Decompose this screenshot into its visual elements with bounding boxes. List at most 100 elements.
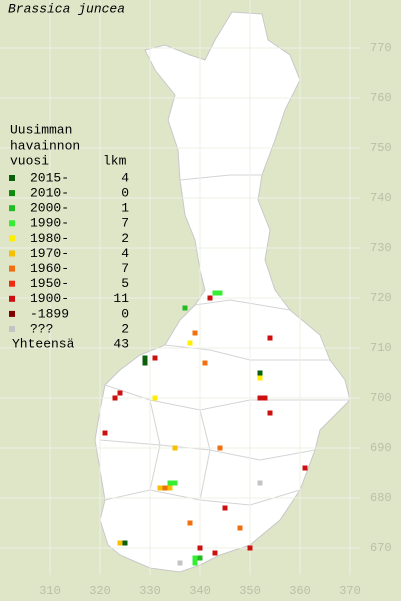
observation: [182, 305, 188, 311]
observation: [302, 465, 308, 471]
y-tick-label: 750: [370, 141, 392, 155]
observation: [212, 290, 218, 296]
observation: [117, 540, 123, 546]
observation: [167, 485, 173, 491]
observation: [257, 480, 263, 486]
observation: [267, 410, 273, 416]
legend-label: 2010-: [30, 186, 69, 201]
legend: Uusimman havainnon vuosi lkm Yhteensä 43…: [9, 122, 129, 351]
observation: [212, 550, 218, 556]
observation: [217, 445, 223, 451]
legend-count: 0: [121, 186, 129, 201]
observation: [267, 335, 273, 341]
observation: [197, 555, 203, 561]
x-tick-label: 330: [139, 584, 161, 598]
observation: [237, 525, 243, 531]
observation: [167, 480, 173, 486]
legend-label: 1950-: [30, 276, 69, 291]
observation: [172, 480, 178, 486]
legend-label: -1899: [30, 306, 69, 321]
y-tick-label: 720: [370, 291, 392, 305]
x-tick-label: 350: [239, 584, 261, 598]
y-tick-label: 710: [370, 341, 392, 355]
legend-count: 5: [121, 276, 129, 291]
legend-label: 2015-: [30, 170, 69, 185]
y-tick-label: 670: [370, 541, 392, 555]
legend-heading: vuosi: [10, 153, 49, 168]
legend-label: ???: [30, 321, 53, 336]
observation: [192, 555, 198, 561]
y-tick-label: 700: [370, 391, 392, 405]
x-tick-label: 310: [39, 584, 61, 598]
x-tick-label: 340: [189, 584, 211, 598]
observation: [172, 445, 178, 451]
observation: [157, 485, 163, 491]
legend-count: 1: [121, 201, 129, 216]
observation: [262, 395, 268, 401]
legend-swatch: [9, 220, 15, 227]
observation: [117, 390, 123, 396]
legend-swatch: [9, 265, 15, 272]
legend-count: 2: [121, 321, 129, 336]
observation: [142, 360, 148, 366]
legend-swatch: [9, 235, 15, 242]
x-tick-label: 360: [289, 584, 311, 598]
observation: [217, 290, 223, 296]
observation: [192, 560, 198, 566]
legend-count: 0: [121, 306, 129, 321]
observation: [142, 355, 148, 361]
legend-swatch: [9, 326, 15, 332]
observation: [192, 330, 198, 336]
legend-swatch: [9, 295, 15, 302]
legend-count: 7: [121, 216, 129, 231]
legend-heading: Uusimman: [10, 122, 72, 137]
observation: [122, 540, 128, 546]
legend-label: 2000-: [30, 201, 69, 216]
observation: [187, 340, 193, 346]
legend-heading: havainnon: [10, 138, 80, 153]
observation: [102, 430, 108, 436]
observation: [187, 520, 193, 526]
legend-count: 4: [121, 246, 129, 261]
legend-count: 7: [121, 261, 129, 276]
y-tick-label: 760: [370, 91, 392, 105]
legend-label: 1990-: [30, 216, 69, 231]
observation: [202, 360, 208, 366]
observation: [257, 375, 263, 381]
legend-swatch: [9, 190, 15, 197]
legend-count: 2: [121, 231, 129, 246]
observation: [152, 355, 158, 361]
legend-total-label: Yhteensä: [12, 336, 75, 351]
observation: [222, 505, 228, 511]
legend-label: 1980-: [30, 231, 69, 246]
observation: [207, 295, 213, 301]
observation: [162, 485, 168, 491]
legend-label: 1900-: [30, 291, 69, 306]
y-tick-label: 740: [370, 191, 392, 205]
observation: [197, 545, 203, 551]
legend-count: 11: [113, 291, 129, 306]
legend-total: 43: [113, 336, 129, 351]
observation: [177, 560, 183, 566]
legend-label: 1960-: [30, 261, 69, 276]
x-tick-label: 320: [89, 584, 111, 598]
legend-count: 4: [121, 170, 129, 185]
x-tick-label: 370: [339, 584, 361, 598]
y-tick-label: 690: [370, 441, 392, 455]
observation: [152, 395, 158, 401]
legend-swatch: [9, 280, 15, 287]
legend-swatch: [9, 310, 15, 317]
y-tick-label: 730: [370, 241, 392, 255]
legend-count-heading: lkm: [103, 153, 127, 168]
grid: [0, 0, 360, 575]
observation: [257, 395, 263, 401]
observation: [247, 545, 253, 551]
legend-swatch: [9, 175, 15, 181]
legend-swatch: [9, 250, 15, 257]
y-tick-label: 680: [370, 491, 392, 505]
observations: [102, 290, 308, 566]
observation: [112, 395, 118, 401]
legend-swatch: [9, 205, 15, 212]
legend-label: 1970-: [30, 246, 69, 261]
